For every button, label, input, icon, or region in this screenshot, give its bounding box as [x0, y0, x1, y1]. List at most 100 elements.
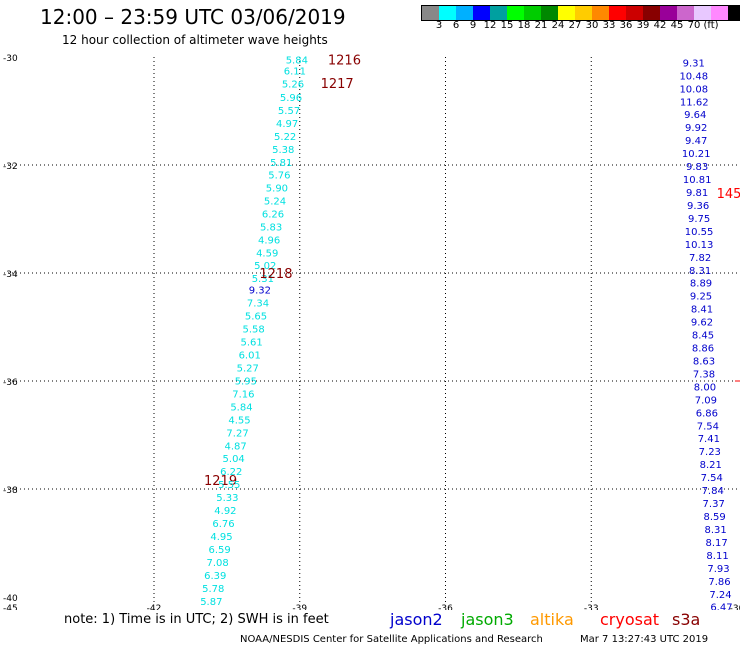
legend-tick-label: 12	[483, 20, 497, 31]
wave-height-value: 6.76	[212, 519, 234, 530]
wave-height-value: 4.92	[214, 506, 236, 517]
footer-timestamp: Mar 7 13:27:43 UTC 2019	[580, 634, 709, 645]
wave-height-value: 6.26	[262, 210, 284, 221]
wave-height-value: 10.13	[685, 240, 714, 251]
wave-height-value: 9.31	[683, 58, 705, 69]
wave-height-value: 8.59	[704, 512, 726, 523]
wave-height-value: 8.00	[694, 382, 716, 393]
legend-swatch	[575, 6, 592, 20]
wave-height-value: 5.78	[202, 584, 224, 595]
pass-time-label: 1217	[321, 77, 354, 92]
pass-time-label: 145	[717, 187, 740, 202]
legend-swatch	[694, 6, 711, 20]
wave-height-value: 9.92	[685, 123, 707, 134]
y-tick-label: -45	[3, 604, 18, 610]
legend-swatch	[677, 6, 694, 20]
x-tick-label: -33	[584, 604, 599, 610]
wave-height-value: 9.47	[685, 136, 707, 147]
legend-tick-label: 3	[435, 20, 443, 31]
wave-height-value: 4.96	[258, 236, 280, 247]
color-legend-ticks: 3 6 9 12 15 18 21 24 27 30 33 36 39 42 45 70 (ft)	[421, 20, 728, 34]
pass-time-label: 1218	[259, 267, 292, 282]
wave-height-value: 8.86	[692, 344, 714, 355]
wave-height-value: 5.95	[235, 376, 257, 387]
wave-height-value: 6.39	[204, 571, 226, 582]
wave-height-value: 7.34	[247, 299, 269, 310]
wave-height-value: 8.17	[705, 538, 727, 549]
wave-height-value: 7.16	[232, 389, 254, 400]
legend-tick-label: 33	[602, 20, 616, 31]
legend-tick-label: 24	[551, 20, 565, 31]
wave-height-value: 5.96	[280, 93, 302, 104]
pass-time-label: 1219	[204, 474, 237, 489]
wave-height-value: 8.31	[704, 525, 726, 536]
satellite-label-cryosat: cryosat	[600, 610, 660, 629]
legend-tick-label: 30	[585, 20, 599, 31]
wave-height-value: 5.22	[274, 132, 296, 143]
legend-swatch	[422, 6, 439, 20]
satellite-label-altika: altika	[530, 610, 574, 629]
satellite-label-s3a: s3a	[672, 610, 701, 629]
wave-height-value: 5.76	[268, 171, 290, 182]
wave-height-value: 7.24	[709, 590, 731, 601]
y-tick-label: -32	[3, 162, 18, 172]
legend-swatch	[592, 6, 609, 20]
wave-height-value: 5.55	[218, 480, 240, 491]
legend-tick-label: (ft)	[703, 20, 719, 31]
y-tick-label: -40	[3, 594, 18, 604]
legend-tick-label: 70	[687, 20, 701, 31]
wave-height-value: 11.62	[680, 97, 709, 108]
wave-height-value: 9.83	[686, 162, 708, 173]
wave-height-value: 5.27	[237, 364, 259, 375]
wave-height-value: 7.82	[689, 253, 711, 264]
wave-height-value: 7.09	[695, 395, 717, 406]
wave-height-value: 5.84	[286, 56, 308, 67]
wave-height-value: 5.02	[254, 261, 276, 272]
wave-height-value: 5.33	[216, 493, 238, 504]
wave-height-value: 4.95	[210, 532, 232, 543]
satellite-label-jason3: jason3	[461, 610, 514, 629]
wave-height-value: 4.87	[224, 441, 246, 452]
pass-time-label: 1216	[328, 54, 361, 69]
wave-height-value: 8.11	[706, 551, 728, 562]
wave-height-value: 6.22	[220, 467, 242, 478]
wave-height-value: 7.54	[701, 473, 723, 484]
wave-height-value: 7.38	[693, 369, 715, 380]
wave-height-value: 5.31	[252, 274, 274, 285]
page-subtitle: 12 hour collection of altimeter wave hei…	[62, 33, 328, 47]
wave-height-value: 9.25	[690, 292, 712, 303]
wave-height-value: 6.11	[284, 67, 306, 78]
wave-height-value: 10.81	[683, 175, 712, 186]
legend-swatch	[609, 6, 626, 20]
legend-swatch	[626, 6, 643, 20]
legend-tick-label: 45	[670, 20, 684, 31]
wave-height-value: 10.08	[679, 84, 708, 95]
wave-height-value: 5.83	[260, 223, 282, 234]
wave-height-value: 10.21	[682, 149, 711, 160]
wave-height-value: 5.65	[245, 312, 267, 323]
wave-height-value: 5.81	[270, 158, 292, 169]
wave-height-value: 9.81	[686, 188, 708, 199]
legend-tick-label: 9	[469, 20, 477, 31]
wave-height-value: 10.55	[685, 227, 714, 238]
wave-height-value: 9.62	[691, 318, 713, 329]
legend-swatch	[456, 6, 473, 20]
legend-tick-label: 36	[619, 20, 633, 31]
wave-height-value: 5.58	[242, 325, 264, 336]
wave-height-value: 5.24	[264, 197, 286, 208]
legend-tick-label: 39	[636, 20, 650, 31]
wave-height-value: 7.93	[707, 564, 729, 575]
footer-credit: NOAA/NESDIS Center for Satellite Applica…	[240, 634, 543, 645]
wave-height-value: 5.26	[282, 79, 304, 90]
wave-height-value: 8.89	[690, 279, 712, 290]
wave-height-value: 9.64	[684, 110, 706, 121]
wave-height-value: 6.01	[239, 351, 261, 362]
wave-height-value: 6.47	[710, 603, 732, 610]
legend-swatch	[711, 6, 728, 20]
y-tick-label: -38	[3, 486, 18, 496]
wave-height-value: 7.86	[708, 577, 730, 588]
wave-height-value: 9.36	[687, 201, 709, 212]
wave-height-value: 8.63	[693, 356, 715, 367]
footer-note: note: 1) Time is in UTC; 2) SWH is in fe…	[64, 612, 329, 627]
wave-height-value: 9.75	[688, 214, 710, 225]
